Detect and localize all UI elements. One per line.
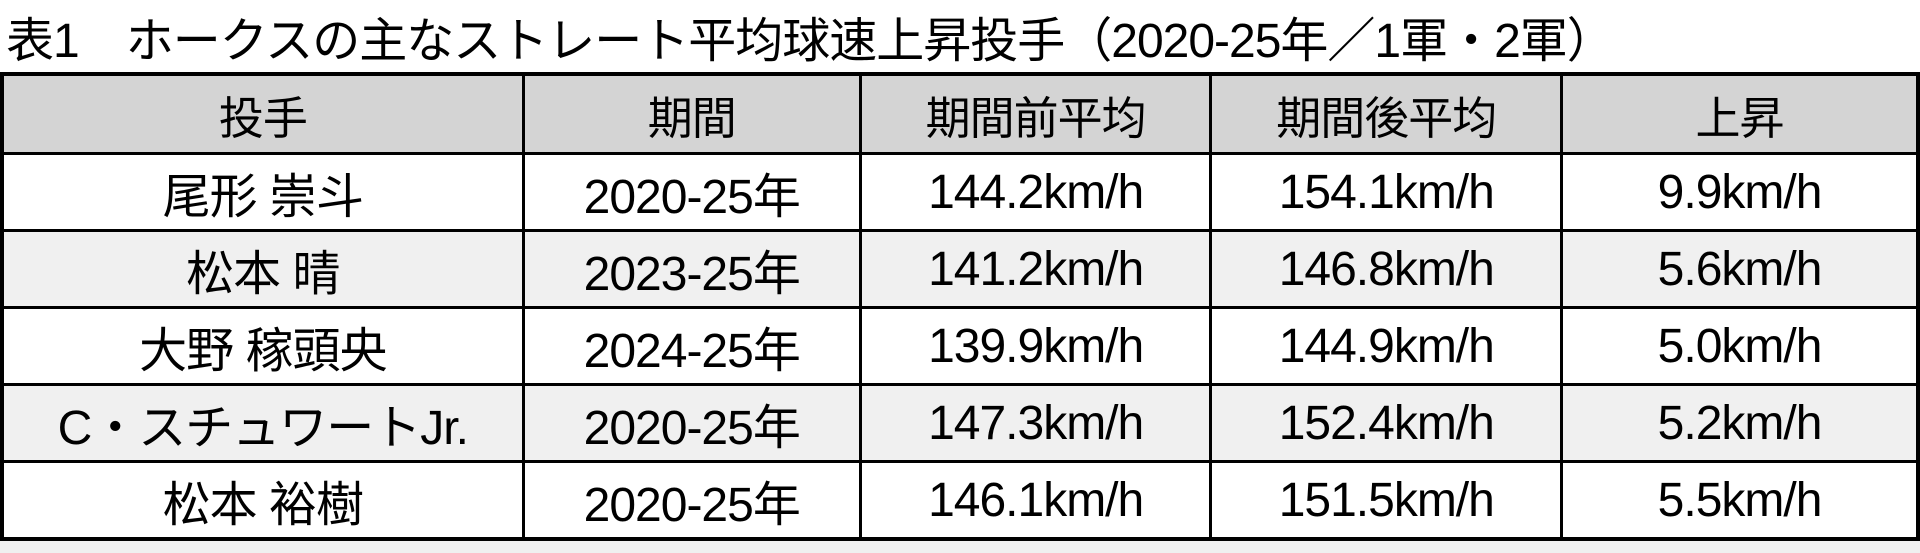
cell-pitcher: 尾形 崇斗 — [0, 152, 525, 232]
header-row: 投手 期間 期間前平均 期間後平均 上昇 — [0, 72, 1920, 155]
header-pre-average: 期間前平均 — [858, 72, 1213, 155]
cell-post-average: 151.5km/h — [1209, 460, 1564, 541]
cell-period: 2020-25年 — [521, 152, 862, 232]
cell-pre-average: 146.1km/h — [858, 460, 1213, 541]
table-row: 松本 裕樹 2020-25年 146.1km/h 151.5km/h 5.5km… — [0, 460, 1920, 541]
cell-increase: 5.2km/h — [1560, 383, 1920, 463]
cell-post-average: 146.8km/h — [1209, 229, 1564, 309]
cell-increase: 5.5km/h — [1560, 460, 1920, 541]
cell-pre-average: 147.3km/h — [858, 383, 1213, 463]
header-post-average: 期間後平均 — [1209, 72, 1564, 155]
header-period: 期間 — [521, 72, 862, 155]
cell-post-average: 154.1km/h — [1209, 152, 1564, 232]
cropped-next-row-remnant — [0, 541, 1920, 553]
cell-pitcher: 大野 稼頭央 — [0, 306, 525, 386]
table-row: 尾形 崇斗 2020-25年 144.2km/h 154.1km/h 9.9km… — [0, 152, 1920, 232]
cell-period: 2023-25年 — [521, 229, 862, 309]
header-pitcher: 投手 — [0, 72, 525, 155]
cell-pre-average: 139.9km/h — [858, 306, 1213, 386]
pitcher-velocity-table: 投手 期間 期間前平均 期間後平均 上昇 尾形 崇斗 2020-25年 144.… — [0, 72, 1920, 541]
cell-pre-average: 144.2km/h — [858, 152, 1213, 232]
cell-increase: 9.9km/h — [1560, 152, 1920, 232]
cell-pitcher: 松本 晴 — [0, 229, 525, 309]
cell-pitcher: 松本 裕樹 — [0, 460, 525, 541]
cell-period: 2020-25年 — [521, 383, 862, 463]
cell-post-average: 152.4km/h — [1209, 383, 1564, 463]
cell-pre-average: 141.2km/h — [858, 229, 1213, 309]
cell-pitcher: C・スチュワートJr. — [0, 383, 525, 463]
cell-period: 2024-25年 — [521, 306, 862, 386]
table-row: 松本 晴 2023-25年 141.2km/h 146.8km/h 5.6km/… — [0, 229, 1920, 309]
cell-increase: 5.0km/h — [1560, 306, 1920, 386]
header-increase: 上昇 — [1560, 72, 1920, 155]
table-row: 大野 稼頭央 2024-25年 139.9km/h 144.9km/h 5.0k… — [0, 306, 1920, 386]
cell-period: 2020-25年 — [521, 460, 862, 541]
cell-post-average: 144.9km/h — [1209, 306, 1564, 386]
table-title: 表1 ホークスの主なストレート平均球速上昇投手（2020-25年／1軍・2軍） — [6, 15, 1615, 68]
table-row: C・スチュワートJr. 2020-25年 147.3km/h 152.4km/h… — [0, 383, 1920, 463]
cell-increase: 5.6km/h — [1560, 229, 1920, 309]
